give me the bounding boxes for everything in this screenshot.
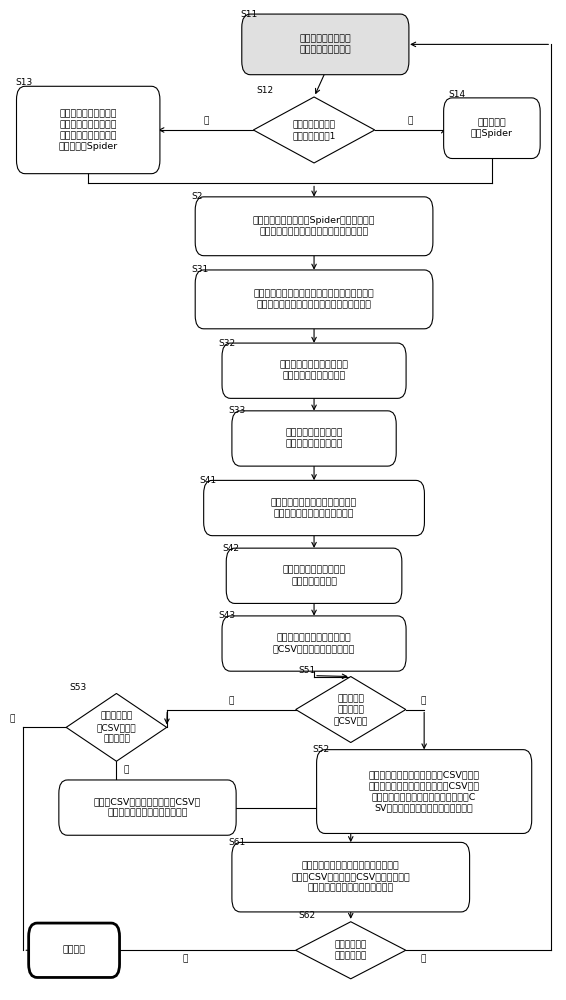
Text: 判断是否存在
待更新的目标: 判断是否存在 待更新的目标 [335, 940, 367, 960]
Text: 结束程序: 结束程序 [63, 946, 85, 955]
Text: S53: S53 [69, 683, 86, 692]
Text: 是: 是 [124, 766, 129, 775]
Text: 否: 否 [408, 117, 413, 126]
FancyBboxPatch shape [195, 270, 433, 329]
Text: 通过请求器将元数据输
送至解析器的输入接口: 通过请求器将元数据输 送至解析器的输入接口 [285, 428, 343, 449]
Text: S14: S14 [448, 90, 465, 99]
FancyBboxPatch shape [195, 197, 433, 256]
Text: 将目标数据以表格的形式
存储至程序栈帧中: 将目标数据以表格的形式 存储至程序栈帧中 [282, 566, 346, 586]
Text: 判断储存器
中是否已存
在CSV文件: 判断储存器 中是否已存 在CSV文件 [333, 694, 368, 725]
Text: S41: S41 [200, 476, 217, 485]
FancyBboxPatch shape [16, 86, 160, 174]
Text: 通过解析器获取请求器发送的元数
据，并提取元数据中的目标数据: 通过解析器获取请求器发送的元数 据，并提取元数据中的目标数据 [271, 498, 357, 518]
Text: 是: 是 [203, 117, 208, 126]
FancyBboxPatch shape [316, 750, 531, 833]
FancyBboxPatch shape [29, 923, 119, 977]
Text: 通过请求器加载配置文件中的链接或者应用程序
编程接口，与万维网中的数据源建立数据交互: 通过请求器加载配置文件中的链接或者应用程序 编程接口，与万维网中的数据源建立数据… [254, 289, 375, 309]
Text: 否: 否 [9, 714, 15, 723]
Text: S2: S2 [191, 192, 203, 201]
Text: S42: S42 [222, 544, 239, 553]
Text: S33: S33 [228, 406, 245, 415]
Text: 将待更新的目标按预设
的顺序排序，并按照预
设的顺序依次载入每个
目标对应的Spider: 将待更新的目标按预设 的顺序排序，并按照预 设的顺序依次载入每个 目标对应的Sp… [59, 109, 118, 151]
Text: 通过更新器将包含目标数据的CSV文件建
立用于储存最新的目标数据的新CSV文件
和用于储存目标数据的历史变动的历史C
SV文件，并向推送器发一个更新响应: 通过更新器将包含目标数据的CSV文件建 立用于储存最新的目标数据的新CSV文件 … [368, 770, 480, 813]
Polygon shape [66, 693, 167, 761]
Text: S32: S32 [218, 339, 235, 348]
Text: S11: S11 [241, 10, 258, 19]
Text: S12: S12 [256, 86, 273, 95]
FancyBboxPatch shape [59, 780, 236, 835]
FancyBboxPatch shape [232, 842, 470, 912]
Polygon shape [295, 922, 406, 979]
Text: 否: 否 [420, 696, 426, 705]
Text: S13: S13 [15, 78, 33, 87]
FancyBboxPatch shape [204, 480, 424, 536]
Text: 是: 是 [229, 696, 234, 705]
Polygon shape [295, 677, 406, 743]
Text: S52: S52 [312, 745, 330, 754]
FancyBboxPatch shape [444, 98, 540, 159]
Text: 是: 是 [420, 955, 426, 964]
Text: S61: S61 [228, 838, 245, 847]
Text: 判断待更新的目标
的数量是否大于1: 判断待更新的目标 的数量是否大于1 [293, 120, 336, 140]
Text: 否: 否 [182, 955, 187, 964]
Text: S51: S51 [298, 666, 316, 675]
Text: 预设更新周期，并定
期获取待更新的目标: 预设更新周期，并定 期获取待更新的目标 [299, 34, 351, 54]
FancyBboxPatch shape [226, 548, 402, 603]
FancyBboxPatch shape [242, 14, 409, 75]
Text: 载入目标对
应的Spider: 载入目标对 应的Spider [471, 118, 513, 138]
Text: S31: S31 [191, 265, 208, 274]
Text: S43: S43 [218, 611, 235, 620]
Text: 读取配置文件，载入与Spider相对应的执行
模组，以执行待更新的目标的医疗数据更新: 读取配置文件，载入与Spider相对应的执行 模组，以执行待更新的目标的医疗数据… [253, 216, 375, 236]
Text: 覆盖新CSV文件，并更新历史CSV文
件，再向推送器发一个更新响应: 覆盖新CSV文件，并更新历史CSV文 件，再向推送器发一个更新响应 [94, 798, 201, 818]
Text: 下载数据源的元数据，并储
存到储存器的程序栈帧中: 下载数据源的元数据，并储 存到储存器的程序栈帧中 [280, 361, 349, 381]
FancyBboxPatch shape [222, 616, 406, 671]
Text: 通过解析器导出包含目标数据
的CSV文件，并输送至更新器: 通过解析器导出包含目标数据 的CSV文件，并输送至更新器 [273, 634, 355, 654]
FancyBboxPatch shape [222, 343, 406, 398]
Text: 通过更新器判
断CSV文件是
否存在更新: 通过更新器判 断CSV文件是 否存在更新 [97, 712, 136, 743]
FancyBboxPatch shape [232, 411, 396, 466]
Text: S62: S62 [298, 911, 316, 920]
Polygon shape [254, 97, 375, 163]
Text: 获取更新器发送的更新响应，通过推送
器将新CSV文件和历史CSV文件推送至大
数据平台的云端的可编辑电子表格: 获取更新器发送的更新响应，通过推送 器将新CSV文件和历史CSV文件推送至大 数… [291, 862, 410, 893]
